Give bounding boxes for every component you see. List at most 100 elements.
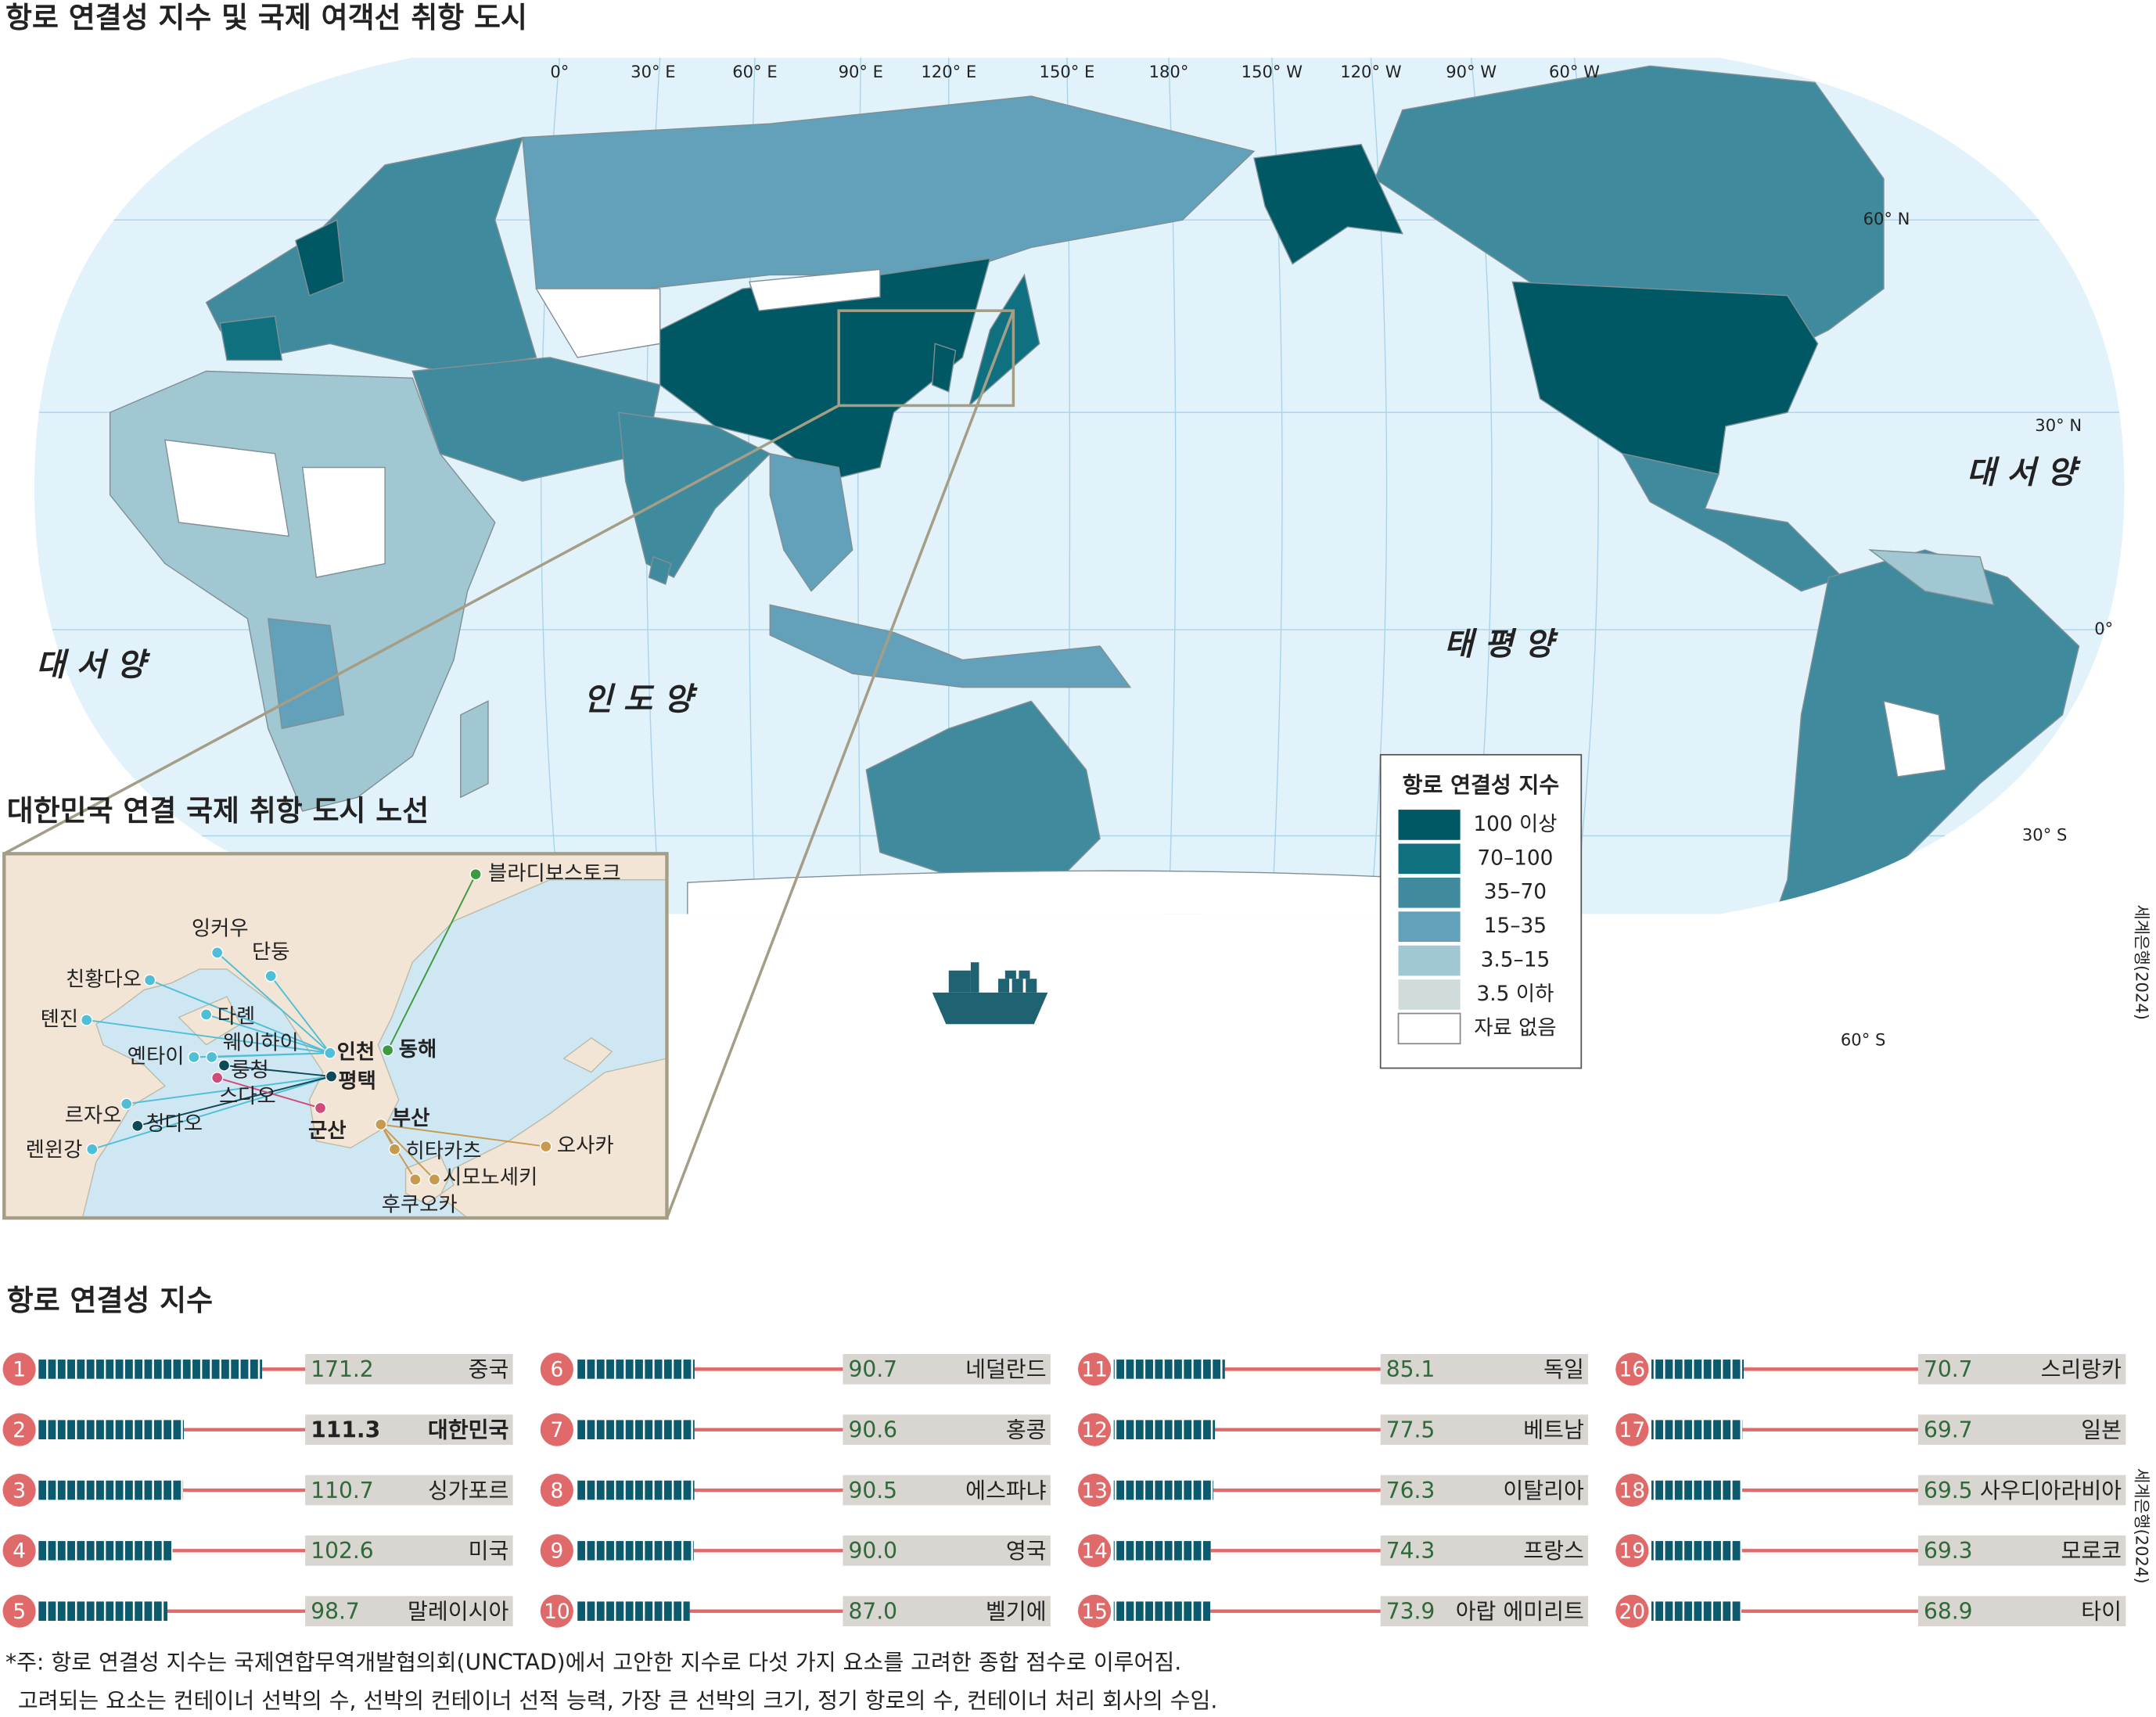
rank-badge [1078, 1352, 1112, 1386]
rank-badge [2, 1413, 36, 1446]
route [137, 1076, 332, 1127]
city-dot [120, 1097, 133, 1110]
category-label: 미국 [469, 1538, 509, 1564]
inset-title: 대한민국 연결 국제 취항 도시 노선 [7, 794, 429, 828]
longitude-label: 180° [1149, 62, 1189, 81]
city-dot [375, 1118, 387, 1131]
city-label: 군산 [308, 1119, 347, 1143]
longitude-label: 90° E [839, 62, 883, 81]
city-label: 옌타이 [128, 1045, 185, 1069]
value-label: 70.7 [1924, 1356, 1973, 1382]
city-dot [469, 867, 482, 881]
rank-badge [1615, 1413, 1649, 1446]
city-label: 스다오 [219, 1085, 276, 1108]
city-dot [314, 1101, 327, 1115]
country [1883, 700, 1946, 778]
country [1511, 281, 1819, 476]
label-box [843, 1475, 1051, 1506]
city-label: 다롄 [217, 1005, 256, 1029]
value-label: 102.6 [311, 1538, 373, 1564]
rank-label: 6 [550, 1359, 563, 1382]
city-label: 웨이하이 [223, 1031, 299, 1054]
bar [576, 1420, 695, 1440]
value-label: 74.3 [1386, 1538, 1436, 1564]
city-dot [143, 974, 156, 986]
label-box [843, 1354, 1051, 1385]
country [931, 343, 957, 393]
longitude-label: 150° E [1040, 62, 1095, 81]
label-box [1380, 1536, 1589, 1566]
rank-label: 5 [13, 1600, 26, 1624]
rank-badge [2, 1534, 36, 1568]
rank-badge [1078, 1413, 1112, 1446]
city-label: 단둥 [252, 940, 290, 964]
route [206, 1014, 331, 1054]
latitude-label: 30° N [2035, 415, 2082, 435]
source: 세계은행(2024) [2133, 1468, 2152, 1584]
value-label: 69.3 [1924, 1538, 1973, 1564]
country [295, 219, 345, 296]
legend-label: 70–100 [1477, 846, 1553, 870]
city-dot [210, 947, 224, 959]
footnote: *주: 항로 연결성 지수는 국제연합무역개발협의회(UNCTAD)에서 고안한… [5, 1649, 1181, 1675]
legend-swatch [1398, 979, 1461, 1010]
rank-label: 2 [13, 1419, 26, 1442]
category-label: 사우디아라비아 [1980, 1478, 2122, 1503]
bar [1113, 1480, 1214, 1500]
rank-badge [1615, 1594, 1649, 1628]
category-label: 홍콩 [1006, 1417, 1047, 1442]
ocean-label: 인 도 양 [584, 680, 698, 717]
zoom-box [837, 309, 1015, 408]
legend-swatch [1398, 945, 1461, 976]
legend-swatch [1398, 911, 1461, 942]
bar [1113, 1360, 1225, 1379]
category-label: 모로코 [2061, 1538, 2122, 1564]
bar [576, 1360, 695, 1379]
rank-badge [540, 1473, 573, 1507]
rank-badge [540, 1594, 573, 1628]
legend-label: 15–35 [1484, 914, 1547, 938]
longitude-label: 60° W [1549, 62, 1600, 81]
longitude-label: 120° E [921, 62, 976, 81]
legend-swatch [1398, 877, 1461, 908]
country [648, 555, 672, 585]
rank-label: 9 [550, 1540, 563, 1564]
rank-label: 20 [1619, 1600, 1646, 1624]
bar [1651, 1601, 1741, 1621]
label-box [843, 1596, 1051, 1627]
label-box [1917, 1475, 2126, 1506]
category-label: 에스파냐 [965, 1478, 1046, 1503]
rank-label: 3 [13, 1479, 26, 1503]
value-label: 90.5 [848, 1478, 897, 1503]
label-box [1917, 1536, 2126, 1566]
city-dot [86, 1143, 99, 1155]
label-box [1917, 1354, 2126, 1385]
route [270, 975, 331, 1054]
label-box [1917, 1414, 2126, 1446]
category-label: 일본 [2081, 1417, 2122, 1442]
city-label: 인천 [337, 1041, 376, 1065]
rank-label: 15 [1081, 1600, 1108, 1624]
rank-badge [540, 1534, 573, 1568]
value-label: 69.7 [1924, 1417, 1973, 1442]
country [618, 411, 771, 579]
bar [1651, 1541, 1742, 1561]
rank-label: 18 [1619, 1479, 1646, 1503]
rank-label: 13 [1081, 1479, 1108, 1503]
longitude-label: 30° E [631, 62, 675, 81]
label-box [305, 1536, 513, 1566]
footnote: 고려되는 요소는 컨테이너 선박의 수, 선박의 컨테이너 선적 능력, 가장 … [18, 1688, 1217, 1714]
country [1374, 65, 1885, 358]
legend-label: 3.5 이하 [1477, 982, 1554, 1006]
city-dot [428, 1173, 441, 1186]
land [109, 65, 2080, 914]
country [219, 315, 283, 361]
country [1868, 549, 1995, 606]
legend-title: 항로 연결성 지수 [1403, 772, 1560, 798]
rank-label: 17 [1619, 1419, 1646, 1442]
rank-label: 19 [1619, 1540, 1646, 1564]
city-dot [199, 1008, 213, 1021]
city-dot [205, 1051, 218, 1064]
city-label: 르자오 [65, 1105, 122, 1128]
